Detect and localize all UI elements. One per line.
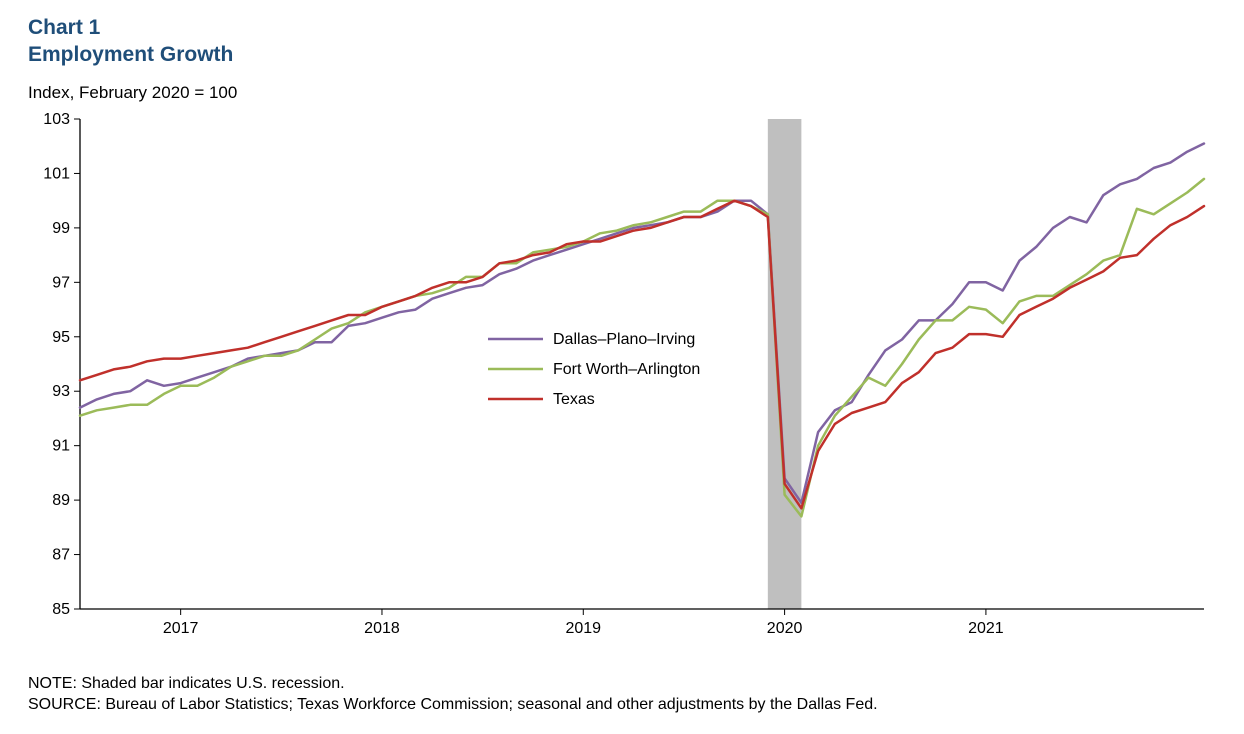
y-tick-label: 97 (52, 274, 70, 291)
y-tick-label: 91 (52, 437, 70, 454)
recession-band (768, 119, 802, 609)
y-tick-label: 85 (52, 601, 70, 618)
y-tick-label: 101 (43, 165, 70, 182)
legend-label: Texas (553, 391, 595, 408)
y-tick-label: 87 (52, 546, 70, 563)
legend-label: Fort Worth–Arlington (553, 361, 700, 378)
y-tick-label: 95 (52, 328, 70, 345)
x-tick-label: 2021 (968, 620, 1004, 637)
y-tick-label: 89 (52, 492, 70, 509)
y-tick-label: 103 (43, 111, 70, 128)
chart-svg: 85 87 89 91 93 95 97 99 101 103 2017 2018 2019 2020 20… (28, 109, 1216, 649)
chart-subtitle: Index, February 2020 = 100 (28, 83, 1216, 103)
series-line (80, 143, 1204, 502)
chart-container: Chart 1 Employment Growth Index, Februar… (28, 14, 1216, 649)
y-tick-label: 99 (52, 219, 70, 236)
x-tick-label: 2020 (767, 620, 803, 637)
footer-note: NOTE: Shaded bar indicates U.S. recessio… (28, 673, 1216, 695)
y-tick-label: 93 (52, 383, 70, 400)
legend-label: Dallas–Plano–Irving (553, 331, 695, 348)
chart-number: Chart 1 (28, 14, 1216, 41)
footer-source: SOURCE: Bureau of Labor Statistics; Texa… (28, 694, 1216, 716)
x-tick-label: 2017 (163, 620, 199, 637)
x-tick-label: 2019 (565, 620, 601, 637)
chart-title: Employment Growth (28, 41, 1216, 68)
chart-footer: NOTE: Shaded bar indicates U.S. recessio… (28, 673, 1216, 716)
chart-plot: 85 87 89 91 93 95 97 99 101 103 2017 2018 2019 2020 20… (28, 109, 1216, 649)
x-tick-label: 2018 (364, 620, 400, 637)
